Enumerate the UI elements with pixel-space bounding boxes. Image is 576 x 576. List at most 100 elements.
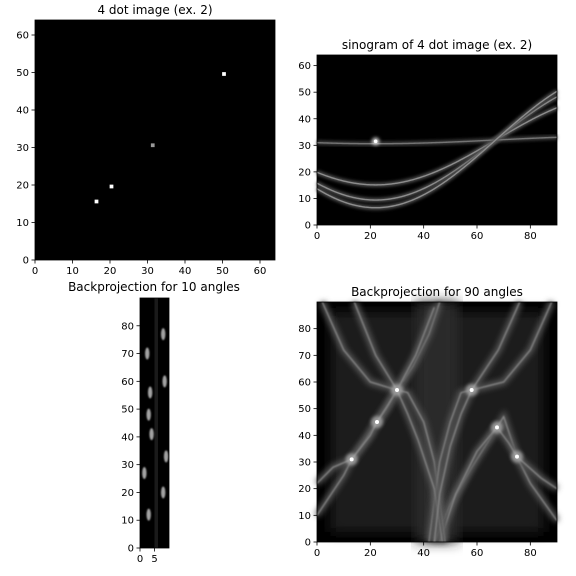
- dot: [94, 199, 99, 204]
- bright-spot: [146, 408, 151, 421]
- sinogram-curve: [316, 107, 558, 186]
- x-tick-label: 20: [364, 231, 377, 242]
- bright-spot: [142, 467, 147, 479]
- panel-title: 4 dot image (ex. 2): [97, 3, 212, 17]
- panel-backprojection-10: Backprojection for 10 angles 0 5010203040…: [68, 280, 240, 565]
- y-tick-label: 50: [298, 404, 311, 415]
- ridge: [439, 426, 558, 543]
- bright-spot: [161, 486, 166, 499]
- bright-spot: [145, 347, 150, 360]
- bright-spot: [495, 425, 499, 430]
- y-tick-label: 0: [305, 538, 311, 549]
- y-tick-label: 40: [121, 432, 134, 443]
- y-tick-label: 30: [16, 143, 29, 154]
- y-tick-label: 60: [298, 61, 311, 72]
- bright-spot: [146, 508, 151, 521]
- y-tick-label: 40: [298, 114, 311, 125]
- dot: [109, 184, 114, 189]
- panel-title: Backprojection for 10 angles: [68, 280, 240, 294]
- axes: 0 10 20 30 40 50 60 0 10 20 30 40 50 60: [16, 31, 266, 278]
- backprojection-streak: [154, 298, 158, 548]
- axes-frame: [316, 301, 558, 543]
- y-tick-label: 10: [121, 516, 134, 527]
- x-tick-label: 80: [524, 548, 537, 559]
- x-tick-label: 60: [254, 266, 267, 277]
- panel-backprojection-90: Backprojection for 90 angles 0 20 40 60 80 0 1…: [298, 285, 560, 559]
- y-tick-label: 40: [16, 106, 29, 117]
- sinogram-curve: [316, 136, 558, 145]
- x-tick-label: 40: [179, 266, 192, 277]
- y-tick-label: 70: [298, 351, 311, 362]
- axes: 0 20 40 60 80 0 10 20 30 40 50 60: [298, 61, 536, 242]
- y-tick-label: 50: [16, 68, 29, 79]
- axes: 0 20 40 60 80 0 10 20 30 40 50 60 70 80: [298, 324, 536, 559]
- bright-spot: [162, 375, 167, 388]
- panel-4-dot-image: 4 dot image (ex. 2) 0 10 20 30 40 50 60 0 10 20 30…: [16, 3, 276, 278]
- y-tick-label: 20: [298, 167, 311, 178]
- x-tick-label: 0: [32, 266, 38, 277]
- x-tick-label: 30: [141, 266, 154, 277]
- sinogram-curve: [316, 90, 558, 209]
- x-tick-label: 5: [151, 554, 157, 565]
- ridge: [353, 301, 443, 543]
- y-tick-label: 0: [23, 256, 29, 267]
- y-tick-label: 10: [298, 194, 311, 205]
- bright-spot: [147, 386, 153, 399]
- image-area: [35, 20, 275, 260]
- x-tick-label: 0: [314, 548, 320, 559]
- image-marks: [315, 89, 559, 210]
- y-tick-label: 80: [298, 324, 311, 335]
- y-tick-label: 70: [121, 349, 134, 360]
- y-tick-label: 10: [16, 218, 29, 229]
- x-tick-label: 40: [417, 231, 430, 242]
- x-tick-label: 40: [417, 548, 430, 559]
- dot: [150, 143, 155, 148]
- y-tick-label: 50: [121, 405, 134, 416]
- bright-spot: [515, 454, 519, 459]
- ridge: [433, 301, 521, 543]
- y-tick-label: 40: [298, 431, 311, 442]
- y-tick-label: 0: [305, 221, 311, 232]
- x-tick-label: 0: [314, 231, 320, 242]
- bright-spot: [163, 450, 169, 463]
- panel-sinogram: sinogram of 4 dot image (ex. 2) 0 20 40 60 8…: [298, 38, 559, 242]
- y-tick-label: 60: [121, 377, 134, 388]
- dot: [222, 72, 226, 76]
- y-tick-label: 30: [298, 141, 311, 152]
- bright-spot: [349, 457, 354, 462]
- bright-spot: [395, 388, 399, 392]
- y-tick-label: 60: [298, 378, 311, 389]
- panel-title: sinogram of 4 dot image (ex. 2): [342, 38, 532, 52]
- x-tick-label: 10: [66, 266, 79, 277]
- bright-spot: [375, 420, 379, 424]
- x-tick-label: 20: [104, 266, 117, 277]
- x-tick-label: 20: [364, 548, 377, 559]
- x-tick-label: 60: [471, 548, 484, 559]
- y-tick-label: 30: [121, 460, 134, 471]
- y-tick-label: 80: [121, 321, 134, 332]
- axes-frame: [34, 19, 276, 261]
- y-tick-label: 20: [16, 181, 29, 192]
- bright-spot: [469, 388, 474, 392]
- y-tick-label: 20: [121, 488, 134, 499]
- panel-title: Backprojection for 90 angles: [351, 285, 523, 299]
- y-tick-label: 10: [298, 511, 311, 522]
- image-marks: [314, 300, 560, 544]
- y-tick-label: 20: [298, 484, 311, 495]
- intersection-spot: [373, 139, 378, 144]
- y-tick-label: 50: [298, 88, 311, 99]
- axes-frame: [316, 54, 558, 226]
- x-tick-label: 50: [216, 266, 229, 277]
- image-marks: [94, 72, 226, 204]
- x-tick-label: 0: [137, 554, 143, 565]
- image-marks: [142, 298, 169, 548]
- x-tick-label: 60: [471, 231, 484, 242]
- y-tick-label: 30: [298, 458, 311, 469]
- y-tick-label: 60: [16, 31, 29, 42]
- x-tick-label: 80: [524, 231, 537, 242]
- y-tick-label: 0: [128, 544, 134, 555]
- bright-spot: [149, 428, 154, 441]
- bright-spot: [161, 328, 166, 341]
